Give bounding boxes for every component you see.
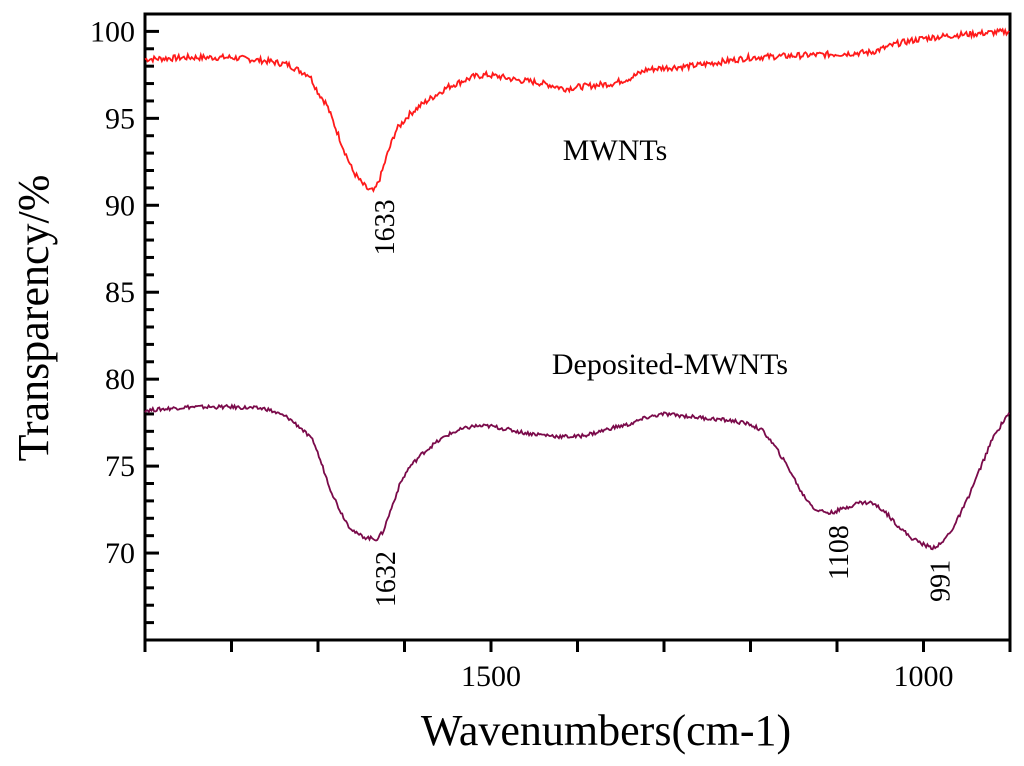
series-line-deposited-mwnts — [144, 403, 1010, 551]
series-label-mwnts: MWNTs — [563, 134, 668, 167]
series-label-deposited-mwnts: Deposited-MWNTs — [552, 348, 788, 381]
peak-annotation: 1108 — [824, 525, 855, 580]
y-axis-label: Transparency/% — [9, 175, 58, 462]
axes: 70 75 80 85 90 95 100 1500 1000 — [90, 12, 1012, 693]
x-axis-label: Wavenumbers(cm-1) — [421, 706, 791, 755]
x-tick-label: 1000 — [894, 660, 954, 693]
y-tick-label: 80 — [105, 363, 135, 396]
y-tick-label: 90 — [105, 189, 135, 222]
y-tick-label: 70 — [105, 537, 135, 570]
y-tick-label: 95 — [105, 102, 135, 135]
peak-annotation: 991 — [925, 560, 956, 602]
series-layer: 1633 1632 1108 991 — [144, 27, 1010, 607]
series-line-mwnts — [144, 27, 1010, 194]
labels-layer: Wavenumbers(cm-1) Transparency/% MWNTs D… — [9, 134, 791, 755]
peak-annotation: 1633 — [370, 199, 401, 255]
x-tick-label: 1500 — [461, 660, 521, 693]
peak-annotation: 1632 — [371, 551, 402, 607]
y-tick-label: 100 — [90, 15, 135, 48]
y-tick-label: 75 — [105, 450, 135, 483]
plot-frame — [143, 12, 1012, 642]
y-tick-label: 85 — [105, 276, 135, 309]
